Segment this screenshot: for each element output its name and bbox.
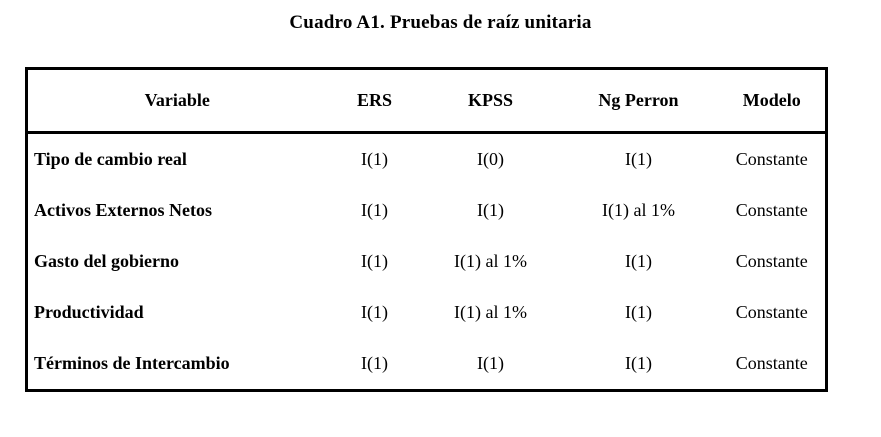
header-ers: ERS [326, 68, 423, 134]
cell-ng-perron: I(1) [625, 251, 652, 271]
cell-variable: Activos Externos Netos [34, 200, 212, 220]
cell-ng-perron: I(1) [625, 353, 652, 373]
table-row: Productividad I(1) I(1) al 1% I(1) Const… [27, 287, 827, 338]
cell-ers: I(1) [361, 353, 388, 373]
cell-modelo: Constante [735, 302, 808, 322]
table-row: Activos Externos Netos I(1) I(1) I(1) al… [27, 185, 827, 236]
cell-variable: Tipo de cambio real [34, 149, 187, 169]
cell-kpss: I(1) al 1% [454, 302, 527, 322]
cell-kpss: I(1) [477, 353, 504, 373]
cell-modelo: Constante [735, 353, 808, 373]
cell-kpss: I(0) [477, 149, 504, 169]
table-row: Gasto del gobierno I(1) I(1) al 1% I(1) … [27, 236, 827, 287]
cell-variable: Productividad [34, 302, 144, 322]
table-caption: Cuadro A1. Pruebas de raíz unitaria [289, 12, 592, 33]
cell-variable: Gasto del gobierno [34, 251, 180, 271]
cell-ers: I(1) [361, 200, 388, 220]
cell-kpss: I(1) al 1% [454, 251, 527, 271]
cell-variable: Términos de Intercambio [34, 353, 230, 373]
cell-ers: I(1) [361, 302, 388, 322]
cell-ng-perron: I(1) [625, 302, 652, 322]
header-ng-perron: Ng Perron [558, 68, 719, 134]
cell-ers: I(1) [361, 251, 388, 271]
header-kpss: KPSS [422, 68, 559, 134]
table-header-row: Variable ERS KPSS Ng Perron Modelo [26, 68, 827, 134]
unit-root-tests-table: Variable ERS KPSS Ng Perron Modelo Tipo … [25, 67, 828, 392]
cell-modelo: Constante [735, 200, 808, 220]
cell-modelo: Constante [735, 251, 808, 271]
header-modelo: Modelo [718, 68, 827, 134]
table-row: Términos de Intercambio I(1) I(1) I(1) C… [27, 338, 827, 391]
cell-ers: I(1) [361, 149, 388, 169]
cell-ng-perron: I(1) [625, 149, 652, 169]
header-variable: Variable [26, 68, 327, 134]
cell-modelo: Constante [735, 149, 808, 169]
cell-ng-perron: I(1) al 1% [602, 200, 675, 220]
table-row: Tipo de cambio real I(1) I(0) I(1) Const… [27, 133, 827, 186]
cell-kpss: I(1) [477, 200, 504, 220]
